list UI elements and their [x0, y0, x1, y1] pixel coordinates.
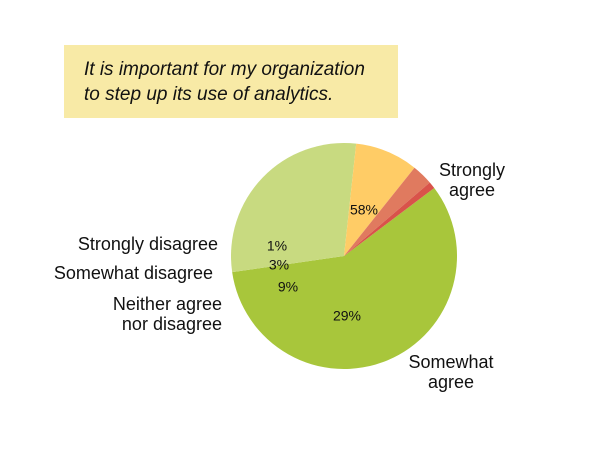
category-label: nor disagree	[122, 314, 222, 334]
category-label: Somewhat disagree	[54, 263, 213, 283]
percent-label: 3%	[269, 257, 289, 273]
pie-slice	[344, 167, 430, 256]
category-label: agree	[449, 180, 495, 200]
percent-labels: 58% 29% 9% 3% 1%	[267, 202, 378, 324]
pie-slice	[232, 187, 458, 369]
category-label: Neither agree	[113, 294, 222, 314]
category-label: Strongly disagree	[78, 234, 218, 254]
category-label: Strongly	[439, 160, 505, 180]
percent-label: 29%	[333, 308, 361, 324]
percent-label: 58%	[350, 202, 378, 218]
percent-label: 9%	[278, 279, 298, 295]
pie-slice	[344, 143, 415, 256]
category-label: Somewhat	[408, 352, 493, 372]
chart-title-line-1: It is important for my organization	[84, 59, 365, 80]
percent-label: 1%	[267, 238, 287, 254]
chart-title-box: It is important for my organization to s…	[64, 45, 398, 118]
chart-title-line-2: to step up its use of analytics.	[84, 84, 334, 105]
pie-slices	[231, 142, 458, 369]
category-label: agree	[428, 372, 474, 392]
pie-slice	[231, 142, 357, 273]
pie-slice	[344, 182, 435, 256]
